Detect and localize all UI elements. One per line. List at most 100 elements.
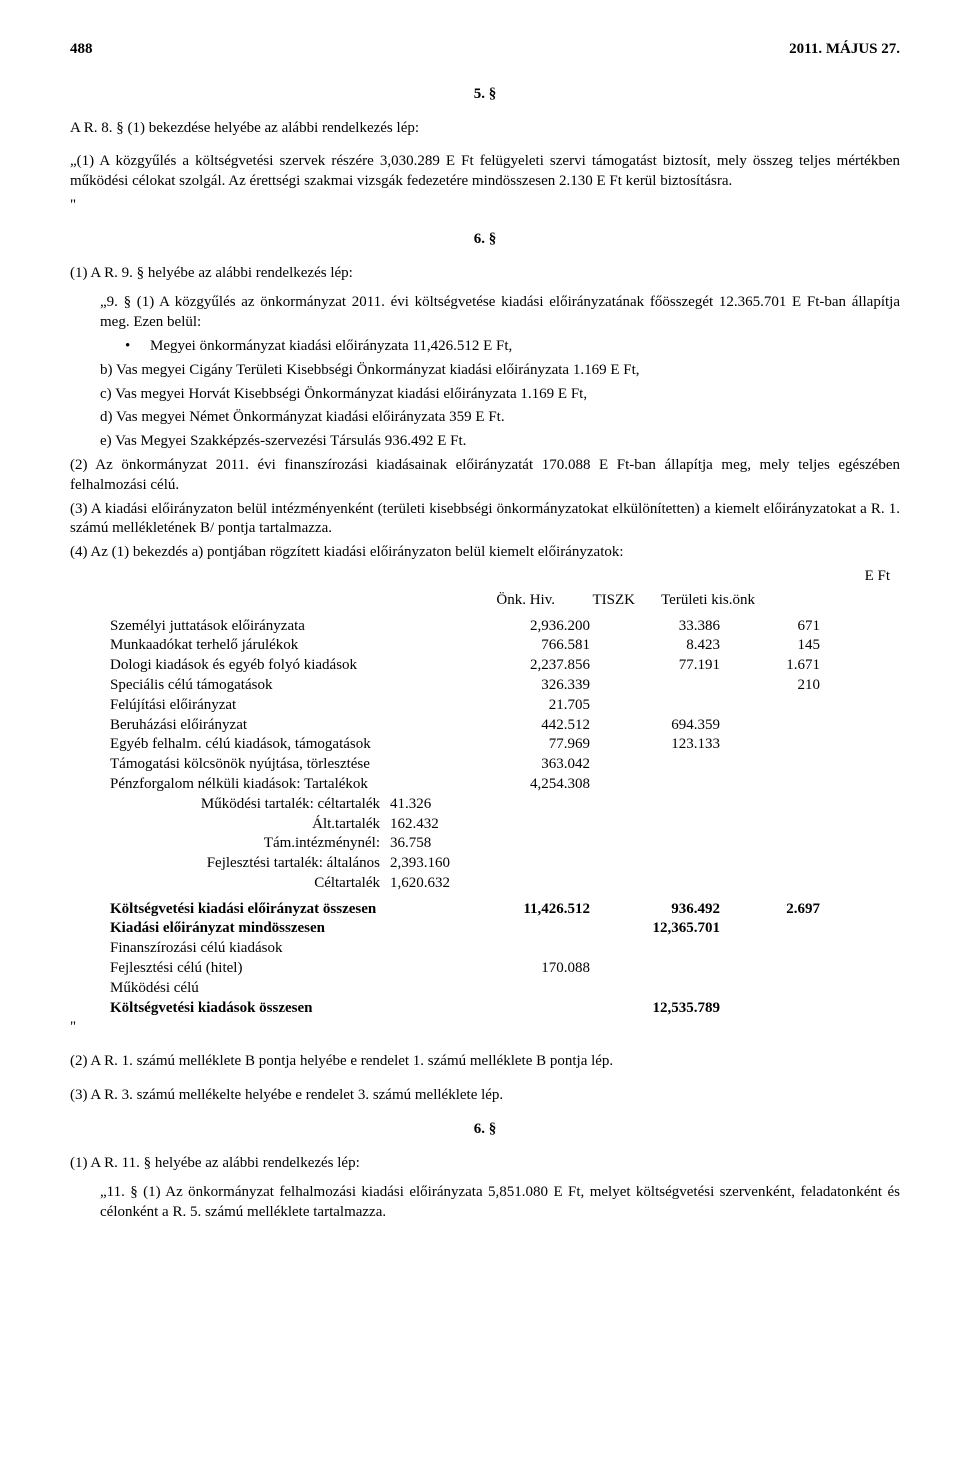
table-row: Beruházási előirányzat442.512694.359 bbox=[110, 716, 900, 736]
s6-p4: (4) Az (1) bekezdés a) pontjában rögzíte… bbox=[70, 543, 900, 563]
row-ter: 1.671 bbox=[720, 656, 820, 676]
reserve-val: 162.432 bbox=[390, 815, 439, 835]
sum2-val-blank bbox=[470, 919, 590, 939]
s6-p3: (3) A kiadási előirányzaton belül intézm… bbox=[70, 500, 900, 540]
s6-bullet: • Megyei önkormányzat kiadási előirányza… bbox=[70, 337, 900, 357]
s6-p2r: (2) A R. 1. számú melléklete B pontja he… bbox=[70, 1052, 900, 1072]
table-row: Dologi kiadások és egyéb folyó kiadások2… bbox=[110, 656, 900, 676]
row-ter: 145 bbox=[720, 636, 820, 656]
s6-bullet-text: Megyei önkormányzat kiadási előirányzata… bbox=[150, 337, 512, 357]
th-ter: Területi kis.önk bbox=[635, 591, 755, 611]
row-label: Személyi juttatások előirányzata bbox=[110, 617, 470, 637]
row-ter bbox=[720, 716, 820, 736]
s6-q9: „9. § (1) A közgyűlés az önkormányzat 20… bbox=[70, 293, 900, 333]
reserve-row: Céltartalék1,620.632 bbox=[190, 874, 900, 894]
fin3-row: Működési célú bbox=[110, 979, 900, 999]
page-number: 488 bbox=[70, 40, 93, 60]
reserve-val: 41.326 bbox=[390, 795, 431, 815]
s5-lead: A R. 8. § (1) bekezdése helyébe az alább… bbox=[70, 119, 900, 139]
row-label: Munkaadókat terhelő járulékok bbox=[110, 636, 470, 656]
row-tiszk: 77.191 bbox=[590, 656, 720, 676]
fin3: Működési célú bbox=[110, 979, 670, 999]
table-row: Támogatási kölcsönök nyújtása, törleszté… bbox=[110, 755, 900, 775]
sum1-ter: 2.697 bbox=[720, 900, 820, 920]
s6-p2: (2) Az önkormányzat 2011. évi finanszíro… bbox=[70, 456, 900, 496]
section-6-heading: 6. § bbox=[70, 230, 900, 250]
sum3-row: Költségvetési kiadások összesen 12,535.7… bbox=[110, 999, 900, 1019]
section-5-heading: 5. § bbox=[70, 85, 900, 105]
row-onk: 4,254.308 bbox=[470, 775, 590, 795]
section-6b-heading: 6. § bbox=[70, 1120, 900, 1140]
row-ter: 210 bbox=[720, 676, 820, 696]
th-onk: Önk. Hiv. bbox=[110, 591, 555, 611]
bullet-icon: • bbox=[125, 337, 150, 357]
fin2-label: Fejlesztési célú (hitel) bbox=[110, 959, 470, 979]
row-onk: 2,936.200 bbox=[470, 617, 590, 637]
s6-item-e: e) Vas Megyei Szakképzés-szervezési Társ… bbox=[70, 432, 900, 452]
row-label: Támogatási kölcsönök nyújtása, törleszté… bbox=[110, 755, 470, 775]
s6-p1: (1) A R. 9. § helyébe az alábbi rendelke… bbox=[70, 264, 900, 284]
sum2-val: 12,365.701 bbox=[590, 919, 720, 939]
table-row: Pénzforgalom nélküli kiadások: Tartaléko… bbox=[110, 775, 900, 795]
row-ter bbox=[720, 755, 820, 775]
fin1: Finanszírozási célú kiadások bbox=[110, 939, 670, 959]
th-tiszk: TISZK bbox=[555, 591, 635, 611]
table-row: Egyéb felhalm. célú kiadások, támogatáso… bbox=[110, 735, 900, 755]
sum2-blank bbox=[720, 919, 820, 939]
reserve-label: Céltartalék bbox=[190, 874, 390, 894]
page-date: 2011. MÁJUS 27. bbox=[789, 40, 900, 60]
reserve-row: Működési tartalék: céltartalék41.326 bbox=[190, 795, 900, 815]
row-ter bbox=[720, 735, 820, 755]
row-onk: 77.969 bbox=[470, 735, 590, 755]
s6-item-d: d) Vas megyei Német Önkormányzat kiadási… bbox=[70, 408, 900, 428]
row-tiszk bbox=[590, 696, 720, 716]
unit-eft: E Ft bbox=[70, 567, 890, 587]
reserve-label: Ált.tartalék bbox=[190, 815, 390, 835]
row-tiszk bbox=[590, 676, 720, 696]
table-row: Felújítási előirányzat21.705 bbox=[110, 696, 900, 716]
sum2-label: Kiadási előirányzat mindösszesen bbox=[110, 919, 470, 939]
budget-table: Személyi juttatások előirányzata2,936.20… bbox=[110, 617, 900, 795]
page-header: 488 2011. MÁJUS 27. bbox=[70, 40, 900, 60]
reserve-block: Működési tartalék: céltartalék41.326Ált.… bbox=[70, 795, 900, 894]
row-label: Egyéb felhalm. célú kiadások, támogatáso… bbox=[110, 735, 470, 755]
row-tiszk bbox=[590, 775, 720, 795]
reserve-row: Fejlesztési tartalék: általános2,393.160 bbox=[190, 854, 900, 874]
row-label: Speciális célú támogatások bbox=[110, 676, 470, 696]
sum3-val: 12,535.789 bbox=[590, 999, 720, 1019]
fin2-onk: 170.088 bbox=[470, 959, 590, 979]
sum1-tiszk: 936.492 bbox=[590, 900, 720, 920]
row-label: Felújítási előirányzat bbox=[110, 696, 470, 716]
s5-quote: „(1) A közgyűlés a költségvetési szervek… bbox=[70, 152, 900, 192]
s5-quote-end: " bbox=[70, 196, 900, 216]
row-tiszk bbox=[590, 755, 720, 775]
summary-block: Költségvetési kiadási előirányzat összes… bbox=[110, 900, 900, 1019]
reserve-row: Ált.tartalék162.432 bbox=[190, 815, 900, 835]
row-label: Pénzforgalom nélküli kiadások: Tartaléko… bbox=[110, 775, 470, 795]
table-row: Munkaadókat terhelő járulékok766.5818.42… bbox=[110, 636, 900, 656]
s6-item-b: b) Vas megyei Cigány Területi Kisebbségi… bbox=[70, 361, 900, 381]
row-ter: 671 bbox=[720, 617, 820, 637]
fin2-row: Fejlesztési célú (hitel) 170.088 bbox=[110, 959, 900, 979]
row-label: Beruházási előirányzat bbox=[110, 716, 470, 736]
sum1-onk: 11,426.512 bbox=[470, 900, 590, 920]
s6-p3r: (3) A R. 3. számú mellékelte helyébe e r… bbox=[70, 1086, 900, 1106]
reserve-val: 1,620.632 bbox=[390, 874, 450, 894]
reserve-val: 2,393.160 bbox=[390, 854, 450, 874]
s6b-quote: „11. § (1) Az önkormányzat felhalmozási … bbox=[70, 1183, 900, 1223]
reserve-row: Tám.intézménynél:36.758 bbox=[190, 834, 900, 854]
sum2-row: Kiadási előirányzat mindösszesen 12,365.… bbox=[110, 919, 900, 939]
reserve-label: Fejlesztési tartalék: általános bbox=[190, 854, 390, 874]
row-tiszk: 33.386 bbox=[590, 617, 720, 637]
row-tiszk: 123.133 bbox=[590, 735, 720, 755]
row-label: Dologi kiadások és egyéb folyó kiadások bbox=[110, 656, 470, 676]
row-tiszk: 694.359 bbox=[590, 716, 720, 736]
sum1-label: Költségvetési kiadási előirányzat összes… bbox=[110, 900, 470, 920]
reserve-label: Tám.intézménynél: bbox=[190, 834, 390, 854]
sum1-row: Költségvetési kiadási előirányzat összes… bbox=[110, 900, 900, 920]
fin1-row: Finanszírozási célú kiadások bbox=[110, 939, 900, 959]
row-onk: 2,237.856 bbox=[470, 656, 590, 676]
row-onk: 766.581 bbox=[470, 636, 590, 656]
row-onk: 21.705 bbox=[470, 696, 590, 716]
row-tiszk: 8.423 bbox=[590, 636, 720, 656]
